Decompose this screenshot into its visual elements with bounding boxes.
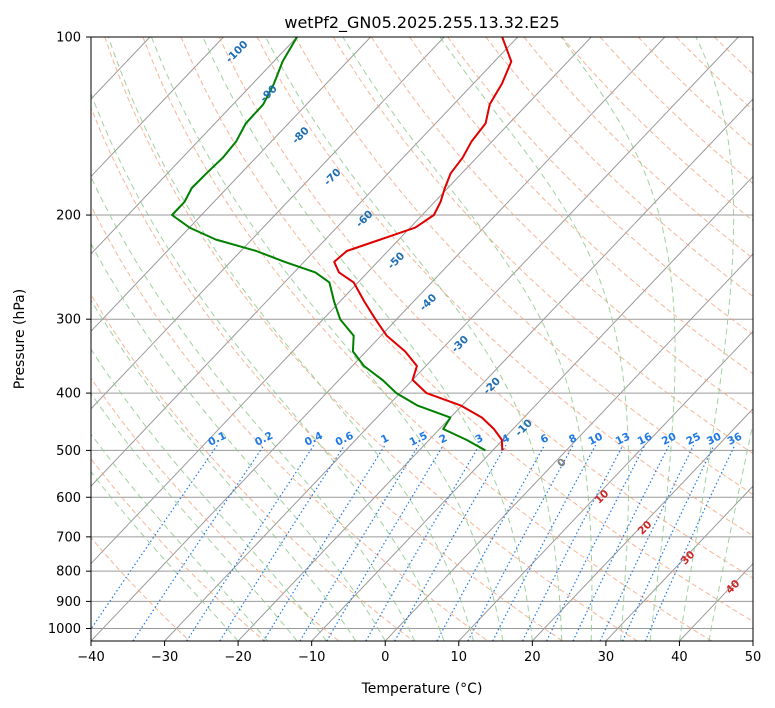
mixing-ratio-line: [186, 444, 315, 641]
mixing-ratio-line: [546, 444, 646, 641]
isotherm-line: [91, 37, 371, 333]
y-axis-title: Pressure (hPa): [12, 289, 28, 389]
moist-adiabat: [342, 37, 593, 641]
dry-adiabat: [561, 37, 753, 222]
moist-adiabat: [91, 242, 386, 641]
plot-background: [91, 37, 753, 641]
moist-adiabat: [708, 421, 753, 641]
mixing-ratio-label: 1: [379, 432, 391, 446]
x-tick-label: 0: [381, 650, 389, 665]
x-tick-label: −40: [77, 650, 104, 665]
x-tick-label: 10: [451, 650, 468, 665]
mixing-ratio-line: [219, 444, 346, 641]
moist-adiabat: [107, 37, 474, 641]
mixing-ratio-label: 13: [614, 431, 632, 448]
mixing-ratio-label: 10: [586, 431, 604, 448]
isotherm-line: [384, 253, 753, 641]
x-tick-label: 30: [598, 650, 615, 665]
moist-adiabat: [265, 37, 563, 641]
dry-adiabat: [637, 37, 753, 148]
moist-adiabat: [91, 348, 327, 641]
moist-adiabat: [91, 433, 268, 641]
y-tick-label: 100: [56, 31, 81, 46]
dry-adiabat: [218, 37, 753, 579]
dry-adiabat: [294, 37, 753, 495]
dry-adiabat: [91, 106, 563, 641]
dry-adiabat: [371, 37, 753, 414]
mixing-ratio-label: 8: [567, 432, 579, 446]
y-tick-label: 900: [56, 595, 81, 610]
isotherm-line: [237, 98, 753, 641]
plot-frame: [90, 36, 754, 642]
isotherm-line: [164, 37, 739, 641]
isotherm-line: [752, 640, 753, 641]
moist-adiabat: [91, 92, 445, 641]
x-tick-label: 20: [524, 650, 541, 665]
moist-adiabat: [560, 37, 676, 641]
x-tick-label: −10: [298, 650, 325, 665]
dewpoint-trace: [171, 37, 486, 452]
mixing-ratio-line: [394, 444, 507, 641]
dry-adiabat: [104, 37, 638, 641]
y-tick-label: 500: [56, 444, 81, 459]
moist-adiabat: [202, 37, 533, 641]
mixing-ratio-label: 16: [636, 431, 654, 448]
mixing-ratio-label: 36: [726, 431, 744, 448]
x-axis-title: Temperature (°C): [361, 681, 483, 697]
dry-adiabat: [91, 293, 414, 641]
chart-title: wetPf2_GN05.2025.255.13.32.E25: [284, 13, 559, 33]
moist-adiabat: [91, 471, 239, 641]
mixing-ratio-label: 4: [500, 432, 512, 446]
temperature-trace: [333, 37, 513, 451]
y-tick-label: 400: [56, 387, 81, 402]
isotherm-line: [91, 37, 224, 178]
isotherm-line: [531, 407, 753, 641]
mixing-ratio-label: 30: [705, 431, 723, 448]
dry-adiabat: [332, 37, 753, 455]
mixing-ratio-label: 2: [437, 432, 449, 446]
mixing-ratio-line: [91, 444, 218, 630]
dry-adiabat: [256, 37, 753, 537]
moist-adiabat: [678, 37, 735, 641]
isotherm-line: [91, 37, 666, 641]
mixing-ratio-line: [572, 444, 670, 641]
mixing-ratio-line: [132, 444, 265, 641]
mixing-ratio-label: 6: [539, 432, 551, 446]
moist-adiabat: [91, 392, 298, 641]
isotherm-line: [0, 37, 3, 641]
moist-adiabat: [439, 37, 630, 641]
mixing-ratio-line: [326, 444, 444, 641]
x-tick-label: 50: [745, 650, 762, 665]
mixing-ratio-label: 25: [684, 431, 702, 448]
y-tick-label: 800: [56, 565, 81, 580]
y-tick-label: 200: [56, 209, 81, 224]
dry-adiabat: [752, 37, 753, 39]
isotherm-line: [91, 37, 592, 565]
isotherm-line: [91, 37, 445, 410]
y-tick-label: 1000: [48, 622, 81, 637]
mixing-ratio-label: 20: [660, 431, 678, 448]
y-tick-label: 600: [56, 491, 81, 506]
mixing-ratio-line: [436, 444, 546, 641]
isotherm-line: [458, 330, 753, 641]
isotherm-line: [91, 37, 519, 487]
isotherm-line: [91, 37, 298, 255]
x-tick-label: −20: [224, 650, 251, 665]
mixing-ratio-line: [262, 444, 386, 641]
mixing-ratio-line: [299, 444, 420, 641]
dry-adiabat: [485, 37, 753, 297]
dry-adiabat: [409, 37, 753, 375]
moist-adiabat: [150, 37, 504, 641]
isotherm-line: [605, 485, 753, 641]
mixing-ratio-label: 3: [473, 432, 485, 446]
mixing-ratio-line: [521, 444, 624, 641]
x-tick-label: 40: [671, 650, 688, 665]
x-tick-label: −30: [151, 650, 178, 665]
dry-adiabat: [447, 37, 753, 336]
y-tick-label: 700: [56, 530, 81, 545]
moist-adiabat: [91, 299, 357, 641]
y-tick-label: 300: [56, 313, 81, 328]
dry-adiabat: [91, 458, 265, 641]
